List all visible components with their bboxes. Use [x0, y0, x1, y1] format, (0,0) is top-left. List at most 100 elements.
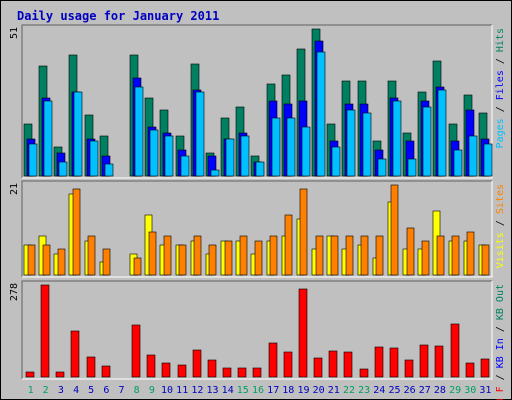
day-label-9: 9 [149, 385, 155, 396]
series-label-part: / [495, 368, 506, 386]
bar-sites-day-18 [284, 214, 293, 276]
bar-sites-day-13 [208, 244, 217, 276]
panel-kbytes-scale-label: 278 [9, 283, 20, 301]
bar-pages-day-6 [104, 163, 114, 177]
panel-kbytes-background [22, 281, 492, 379]
bar-sites-day-20 [315, 235, 324, 276]
day-label-10: 10 [161, 385, 173, 396]
day-label-20: 20 [313, 385, 325, 396]
bar-pages-day-31 [483, 143, 493, 177]
day-label-23: 23 [358, 385, 370, 396]
bar-kb-f-day-2 [40, 284, 50, 378]
bar-sites-day-2 [42, 244, 51, 276]
day-label-1: 1 [28, 385, 34, 396]
day-label-11: 11 [176, 385, 188, 396]
series-label-part: Visits [495, 232, 506, 268]
bar-sites-day-27 [421, 240, 430, 276]
panel-kbytes-background-light-edge [22, 281, 493, 380]
bar-kb-f-day-11 [177, 364, 187, 378]
bar-pages-day-2 [43, 100, 53, 177]
bar-pages-day-29 [453, 149, 463, 177]
bar-kb-f-day-5 [86, 356, 96, 378]
bar-sites-day-12 [193, 235, 202, 276]
bar-pages-day-19 [301, 126, 311, 177]
panel-visits-sites-background-light-edge [22, 181, 493, 278]
bar-kb-f-day-13 [207, 359, 217, 378]
day-label-18: 18 [282, 385, 294, 396]
bar-pages-day-28 [437, 89, 447, 177]
bar-kb-f-day-20 [313, 357, 323, 378]
bar-kb-f-day-28 [434, 345, 444, 378]
series-label-part: KB F [495, 386, 506, 400]
day-label-2: 2 [43, 385, 49, 396]
day-label-31: 31 [479, 385, 491, 396]
series-label-part: / [495, 52, 506, 70]
bar-sites-day-4 [72, 188, 81, 276]
bar-sites-day-28 [436, 235, 445, 276]
panel-hits-files-pages-series-label: Pages / Files / Hits [495, 28, 506, 148]
bar-kb-f-day-30 [465, 362, 475, 378]
bar-kb-f-day-14 [222, 367, 232, 378]
series-label-part: Files [495, 70, 506, 100]
day-label-17: 17 [267, 385, 279, 396]
bar-pages-day-4 [73, 91, 83, 177]
bar-sites-day-19 [299, 188, 308, 276]
bar-pages-day-1 [28, 143, 38, 177]
bar-pages-day-25 [392, 100, 402, 177]
panel-visits-sites-scale-label: 21 [9, 183, 20, 195]
bar-kb-f-day-12 [192, 349, 202, 378]
series-label-part: KB Out [495, 284, 506, 320]
chart-title: Daily usage for January 2011 [17, 9, 220, 23]
bar-kb-f-day-19 [298, 288, 308, 378]
bar-pages-day-8 [134, 86, 144, 177]
bar-sites-day-17 [269, 235, 278, 276]
panel-hits-files-pages-background-light-edge [22, 25, 493, 179]
day-label-24: 24 [373, 385, 385, 396]
day-label-8: 8 [134, 385, 140, 396]
day-label-12: 12 [191, 385, 203, 396]
bar-sites-day-26 [406, 227, 415, 276]
series-label-part: Hits [495, 28, 506, 52]
day-label-30: 30 [464, 385, 476, 396]
day-label-19: 19 [297, 385, 309, 396]
bar-pages-day-22 [346, 109, 356, 177]
bar-pages-day-23 [362, 112, 372, 177]
bar-sites-day-10 [163, 235, 172, 276]
day-label-26: 26 [404, 385, 416, 396]
bar-sites-day-8 [133, 257, 142, 276]
series-label-part: KB In [495, 338, 506, 368]
bar-pages-day-9 [149, 129, 159, 177]
bar-pages-day-12 [195, 91, 205, 177]
bar-sites-day-23 [360, 235, 369, 276]
bar-sites-day-25 [390, 184, 399, 276]
bar-kb-f-day-3 [55, 371, 65, 378]
bar-kb-f-day-18 [283, 351, 293, 378]
bar-sites-day-24 [375, 235, 384, 276]
bar-sites-day-21 [330, 235, 339, 276]
panel-visits-sites-background-shadow-edge [21, 180, 492, 277]
panel-hits-files-pages-scale-label: 51 [9, 27, 20, 39]
bar-kb-f-day-21 [328, 350, 338, 378]
day-label-21: 21 [328, 385, 340, 396]
bar-pages-day-10 [164, 135, 174, 177]
bar-kb-f-day-29 [450, 323, 460, 378]
bar-sites-day-22 [345, 235, 354, 276]
series-label-part: Sites [495, 184, 506, 214]
bar-pages-day-26 [407, 158, 417, 177]
bar-kb-f-day-1 [25, 371, 35, 378]
bar-pages-day-21 [331, 146, 341, 177]
day-label-6: 6 [103, 385, 109, 396]
bar-pages-day-16 [255, 161, 265, 177]
panel-hits-files-pages: 51 Pages / Files / Hits [9, 24, 506, 179]
chart-panels: 51 Pages / Files / Hits 21 Visits / Sites 27… [9, 24, 506, 400]
bar-sites-day-5 [87, 235, 96, 276]
bar-kb-f-day-10 [161, 362, 171, 378]
day-label-28: 28 [434, 385, 446, 396]
bar-sites-day-9 [148, 231, 157, 276]
bar-kb-f-day-26 [404, 359, 414, 378]
bar-kb-f-day-24 [374, 346, 384, 378]
bar-kb-f-day-17 [268, 342, 278, 378]
bar-kb-f-day-4 [70, 330, 80, 378]
day-label-27: 27 [419, 385, 431, 396]
